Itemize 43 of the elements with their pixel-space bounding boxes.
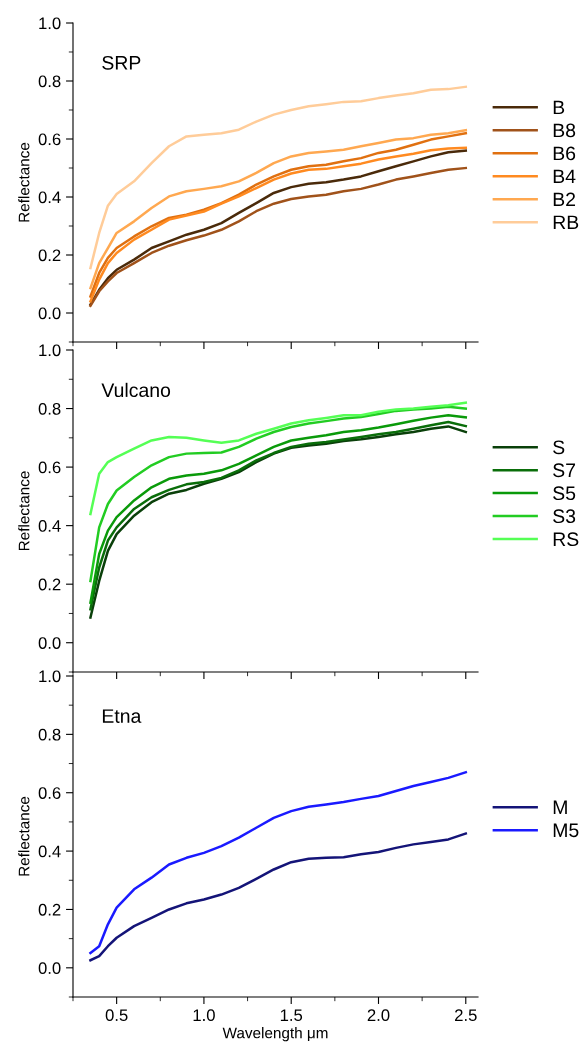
legend-label: B6 [553,146,576,161]
y-tick-label: 0.0 [38,307,61,320]
y-tick-label: 1.0 [39,670,61,683]
legend-label: S3 [553,509,576,524]
x-tick-label: 2.5 [455,1009,477,1022]
legend-label: RB [553,215,579,230]
legend-label: S [553,440,565,455]
y-tick-label: 0.4 [38,520,61,532]
y-tick-label: 1.0 [39,344,61,357]
y-tick-label: 0.8 [38,728,61,741]
y-tick-label: 0.4 [38,845,61,858]
y-axis-title: Reflectance [18,471,30,551]
legend-label: B [553,100,565,115]
y-tick-label: 0.2 [38,578,61,591]
text: Vulcano [101,382,171,398]
x-tick-label: 1.0 [193,1009,215,1022]
text: Etna [102,709,142,723]
legend-label: RS [553,532,579,547]
legend-label: M5 [553,823,579,838]
legend-label: M [553,800,567,814]
y-tick-label: 0.2 [38,249,61,262]
text: SRP [102,55,141,70]
y-tick-label: 0.8 [38,75,61,88]
legend-label: B2 [553,192,576,207]
y-tick-label: 0.0 [38,962,61,975]
y-axis-title: Reflectance [18,142,30,222]
legend-label: S5 [553,486,576,501]
y-axis-title: Reflectance [18,796,30,876]
x-axis-title: Wavelength μm [222,1027,328,1042]
y-tick-label: 0.6 [38,461,61,474]
y-tick-label: 0.6 [38,787,61,799]
y-tick-label: 0.0 [38,637,61,649]
y-tick-label: 0.2 [38,903,61,916]
legend-label: B4 [553,169,576,184]
y-tick-label: 0.8 [38,402,61,415]
y-tick-label: 1.0 [39,17,61,30]
y-tick-label: 0.6 [38,133,61,146]
legend-label: B8 [553,123,576,138]
x-tick-label: 2.0 [367,1009,390,1022]
y-tick-label: 0.4 [38,191,61,204]
legend-label: S7 [553,463,576,478]
x-tick-label: 0.5 [105,1009,128,1022]
x-tick-label: 1.5 [280,1009,303,1022]
